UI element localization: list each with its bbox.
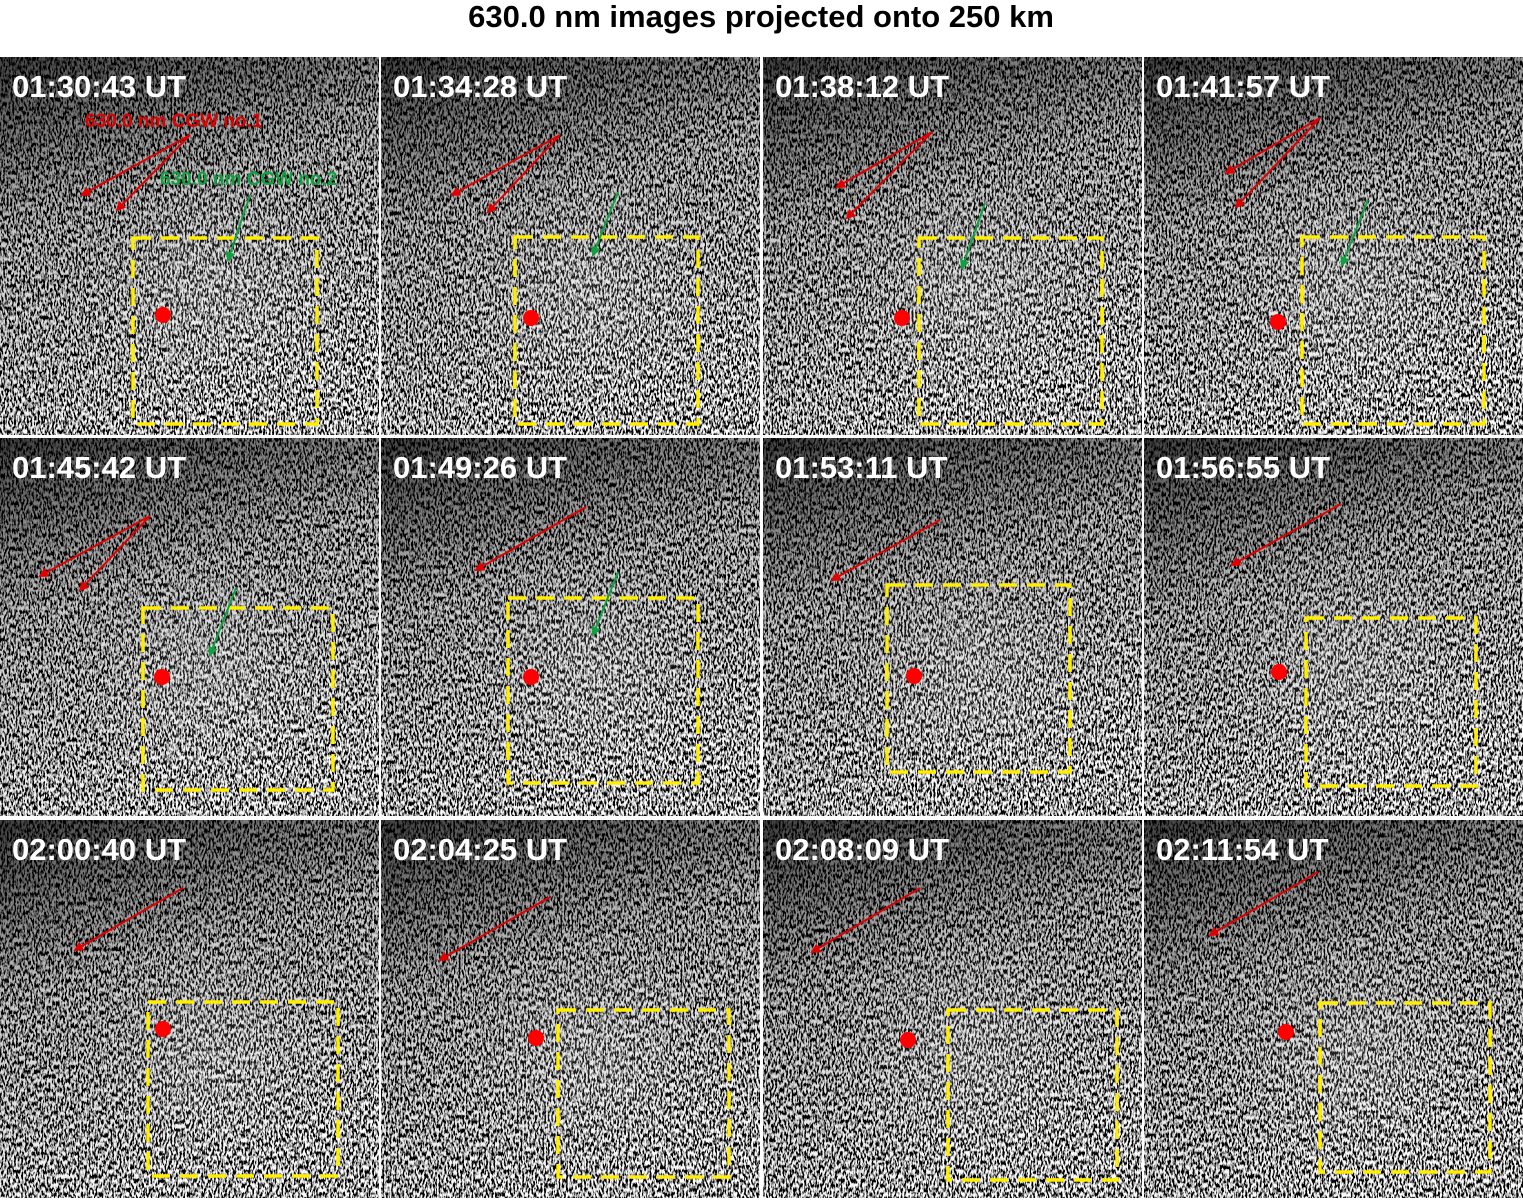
region-box [556,1008,731,1179]
image-panel: 01:38:12 UT [763,57,1142,435]
cgw1-arrow [78,515,151,592]
cgw1-arrow [115,134,191,212]
region-box [1318,1001,1492,1174]
cgw1-arrow [1224,117,1321,175]
site-marker [523,669,539,685]
cgw1-arrow [438,896,551,961]
timestamp: 01:38:12 UT [775,69,949,104]
image-glow [1144,820,1523,1198]
region-box [506,596,700,785]
region-box [1304,616,1478,788]
cgw1-arrow [835,131,933,189]
image-panel: 01:30:43 UT 630.0 nm CGW no.1 630.0 nm CGW… [0,57,379,435]
site-marker [1271,664,1287,680]
image-panel: 02:04:25 UT [381,820,760,1198]
image-glow [0,820,379,1198]
cgw1-arrow [474,506,587,571]
cgw1-label: 630.0 nm CGW no.1 [85,111,263,132]
cgw2-arrow [591,191,619,257]
cgw1-arrow [830,519,941,581]
timestamp: 02:08:09 UT [775,832,949,867]
cgw2-arrow [1340,199,1369,267]
cgw2-arrow [959,202,986,270]
cgw1-arrow [845,131,933,220]
image-glow [381,438,760,816]
image-panel: 01:53:11 UT [763,438,1142,816]
cgw1-arrow [810,887,921,954]
timestamp: 02:00:40 UT [12,832,186,867]
image-glow [1144,438,1523,816]
timestamp: 01:45:42 UT [12,450,186,485]
image-panel: 02:00:40 UT [0,820,379,1198]
region-box [146,1000,340,1178]
site-marker [528,1030,544,1046]
image-panel: 02:11:54 UT [1144,820,1523,1198]
cgw1-arrow [80,134,191,196]
timestamp: 01:30:43 UT [12,69,186,104]
image-glow [0,438,379,816]
region-box [917,236,1104,426]
timestamp: 01:53:11 UT [775,450,947,485]
image-glow [381,57,760,435]
region-box [1300,235,1486,426]
cgw1-arrow [38,515,151,577]
timestamp: 01:49:26 UT [393,450,567,485]
image-glow [763,438,1142,816]
image-panel: 02:08:09 UT [763,820,1142,1198]
image-glow [763,57,1142,435]
cgw1-arrow [1234,117,1321,209]
site-marker [154,669,170,685]
site-marker [1278,1024,1294,1040]
cgw2-arrow [225,194,251,262]
figure-title: 630.0 nm images projected onto 250 km [468,0,1054,34]
image-panel: 01:45:42 UT [0,438,379,816]
region-box [513,235,700,426]
site-marker [523,310,539,326]
site-marker [155,307,171,323]
site-marker [1270,314,1286,330]
cgw1-arrow [73,887,184,951]
site-marker [900,1032,916,1048]
cgw1-arrow [1208,871,1319,937]
timestamp: 01:34:28 UT [393,69,567,104]
site-marker [906,668,922,684]
cgw1-arrow [1230,503,1342,566]
cgw1-arrow [486,134,561,214]
site-marker [155,1021,171,1037]
region-box [946,1008,1119,1182]
image-glow [1144,57,1523,435]
timestamp: 01:56:55 UT [1156,450,1330,485]
timestamp: 02:04:25 UT [393,832,567,867]
timestamp: 01:41:57 UT [1156,69,1330,104]
timestamp: 02:11:54 UT [1156,832,1328,867]
cgw2-arrow [591,571,619,637]
image-panel: 01:49:26 UT [381,438,760,816]
image-panel: 01:34:28 UT [381,57,760,435]
site-marker [894,310,910,326]
cgw2-label: 630.0 nm CGW no.2 [160,169,337,190]
image-panel: 01:41:57 UT [1144,57,1523,435]
region-box [885,583,1072,774]
region-box [131,236,319,426]
cgw2-arrow [208,587,237,657]
region-box [141,606,335,792]
image-panel: 01:56:55 UT [1144,438,1523,816]
cgw1-arrow [450,134,561,196]
